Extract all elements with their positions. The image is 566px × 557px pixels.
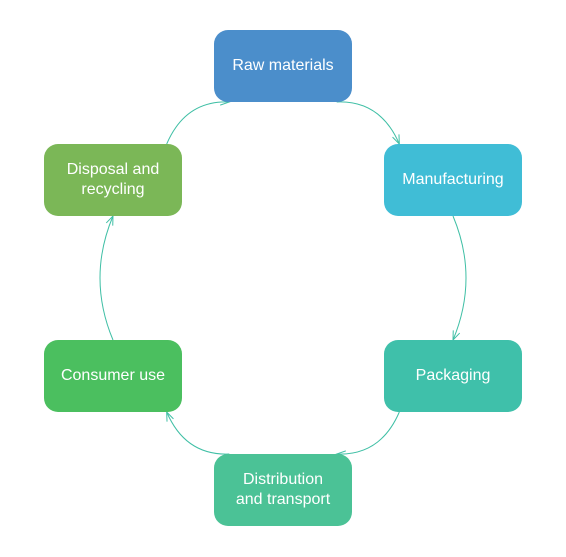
lifecycle-cycle-diagram: Raw materials Manufacturing Packaging Di… — [0, 0, 566, 557]
node-label: Packaging — [416, 366, 491, 386]
node-disposal-recycling: Disposal andrecycling — [44, 144, 182, 216]
node-distribution-transport: Distributionand transport — [214, 454, 352, 526]
node-raw-materials: Raw materials — [214, 30, 352, 102]
node-label: Raw materials — [232, 56, 333, 76]
node-manufacturing: Manufacturing — [384, 144, 522, 216]
node-label: Manufacturing — [402, 170, 503, 190]
node-consumer-use: Consumer use — [44, 340, 182, 412]
node-label: Disposal andrecycling — [67, 160, 160, 200]
node-packaging: Packaging — [384, 340, 522, 412]
node-label: Consumer use — [61, 366, 165, 386]
node-label: Distributionand transport — [236, 470, 330, 510]
